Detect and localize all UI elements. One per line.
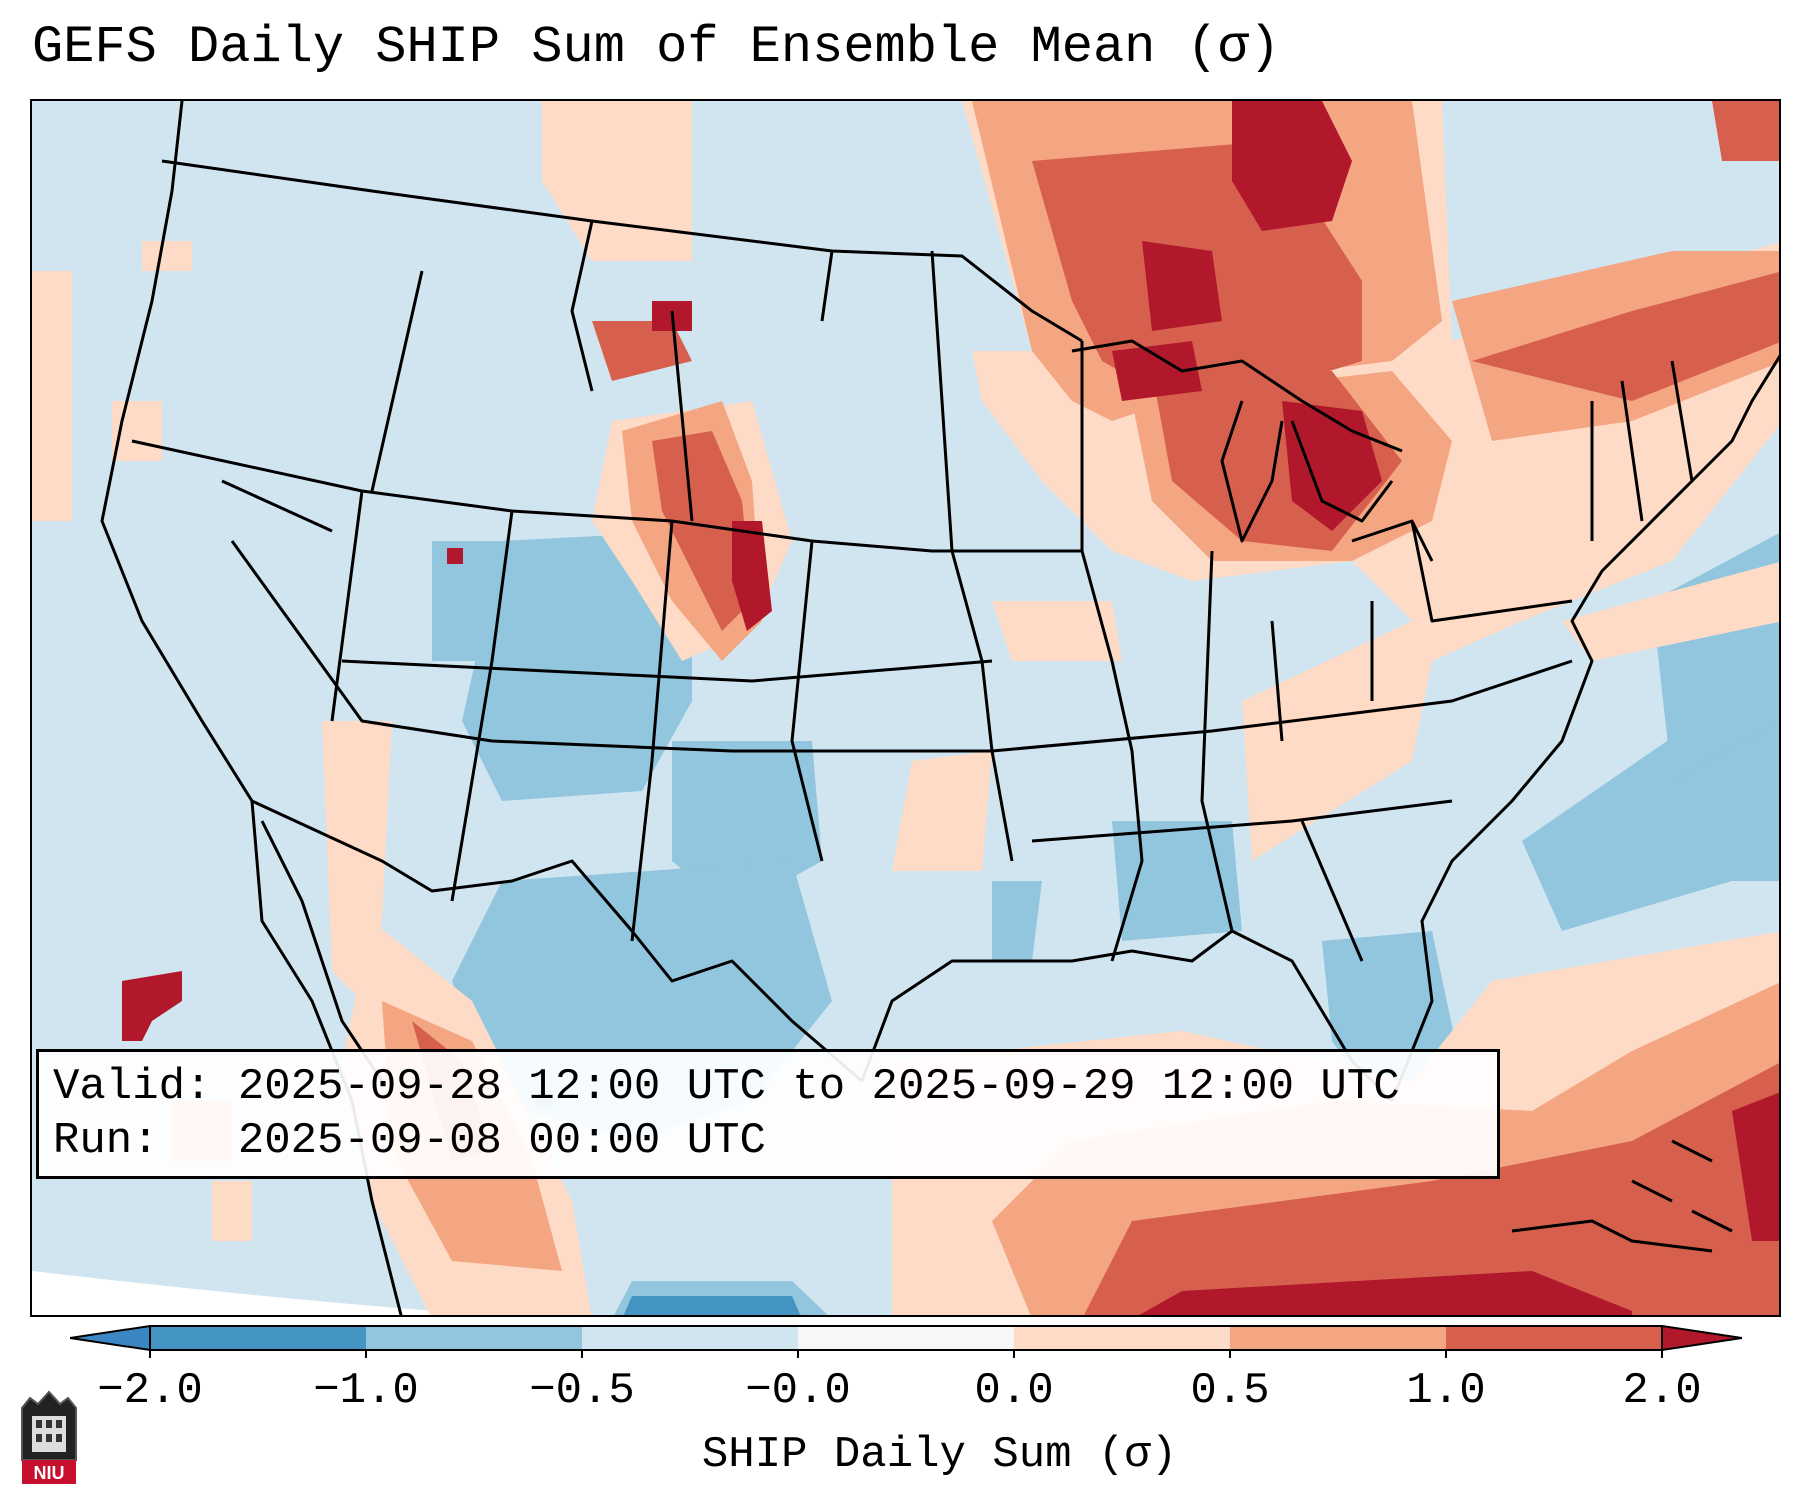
colorbar-tick-label: −0.5 xyxy=(529,1366,635,1416)
colorbar-bin-n1-n05 xyxy=(366,1326,582,1350)
colorbar-bin-0-05 xyxy=(1014,1326,1230,1350)
validity-info-box: Valid: 2025-09-28 12:00 UTC to 2025-09-2… xyxy=(36,1049,1500,1179)
valid-label: Valid: xyxy=(53,1062,212,1112)
niu-logo-text: NIU xyxy=(34,1463,65,1483)
projection-edge-left xyxy=(32,1271,490,1315)
colorbar-tick-label: 2.0 xyxy=(1622,1366,1702,1416)
colorbar-tick-label: −1.0 xyxy=(313,1366,419,1416)
colorbar-tick-label: 0.5 xyxy=(1190,1366,1270,1416)
colorbar-tick-label: −0.0 xyxy=(745,1366,851,1416)
colorbar-bin-n05-0 xyxy=(582,1326,798,1350)
colorbar-ticks xyxy=(149,1350,1663,1358)
colorbar-over-arrow xyxy=(1661,1324,1742,1352)
valid-value: 2025-09-28 12:00 UTC to 2025-09-29 12:00… xyxy=(237,1062,1400,1112)
niu-logo: NIU xyxy=(21,1390,77,1484)
colorbar-bin-n2-n1 xyxy=(150,1326,366,1350)
map-title: GEFS Daily SHIP Sum of Ensemble Mean (σ) xyxy=(32,18,1281,77)
extreme-positive-anomaly-fields xyxy=(122,101,1779,1315)
negative-anomaly-fields xyxy=(432,531,1779,1315)
colorbar-tick-label: 0.0 xyxy=(974,1366,1054,1416)
colorbar-frame xyxy=(149,1325,1663,1351)
run-value: 2025-09-08 00:00 UTC xyxy=(237,1116,766,1166)
colorbar-tick-label: 1.0 xyxy=(1406,1366,1486,1416)
colorbar xyxy=(70,1324,1742,1358)
colorbar-bin-zero xyxy=(798,1326,1014,1350)
run-label: Run: xyxy=(53,1116,159,1166)
colorbar-under-arrow xyxy=(70,1324,151,1352)
political-boundaries xyxy=(100,101,1779,1315)
colorbar-tick-label: −2.0 xyxy=(97,1366,203,1416)
colorbar-label: SHIP Daily Sum (σ) xyxy=(701,1430,1178,1480)
valid-line: Valid: 2025-09-28 12:00 UTC to 2025-09-2… xyxy=(53,1060,1497,1114)
colorbar-bin-05-1 xyxy=(1230,1326,1446,1350)
run-line: Run: 2025-09-08 00:00 UTC xyxy=(53,1114,1497,1168)
colorbar-bin-1-2 xyxy=(1446,1326,1662,1350)
